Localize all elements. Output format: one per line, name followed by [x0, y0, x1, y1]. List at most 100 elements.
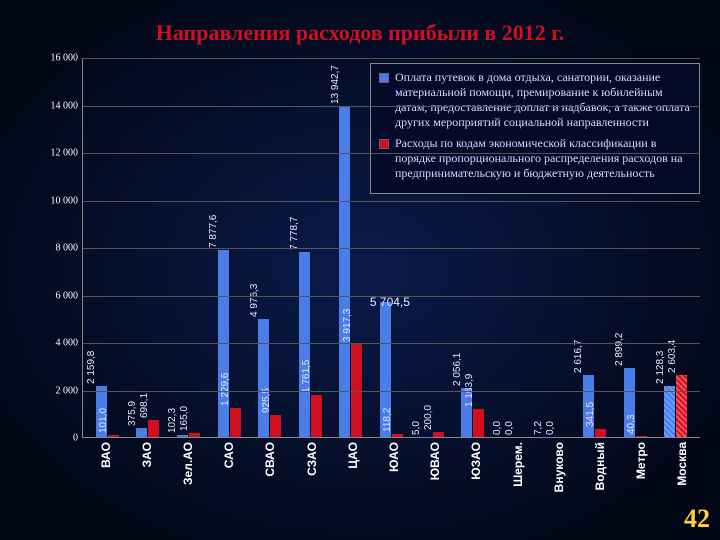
legend-text: Оплата путевок в дома отдыха, санатории,… [395, 70, 691, 130]
gridline [83, 153, 700, 154]
legend: Оплата путевок в дома отдыха, санатории,… [370, 63, 700, 194]
y-tick-label: 2 000 [56, 385, 79, 396]
bar-series1: 2 128,3 [664, 386, 675, 437]
bar-value-label: 0,0 [504, 421, 515, 435]
x-tick-label: Зел.АО [164, 438, 205, 498]
bar-series2: 1 229,6 [230, 408, 241, 437]
bar-group: 2 159,8101,0 [87, 386, 128, 437]
bar-value-label: 4 976,3 [249, 283, 260, 316]
bar-series2: 1 163,9 [473, 409, 484, 437]
bar-value-label: 200,0 [423, 405, 434, 430]
bar-value-label: 7,2 [533, 421, 544, 435]
bar-group: 2 899,240,3 [615, 368, 656, 437]
gridline [83, 58, 700, 59]
legend-text: Расходы по кодам экономической классифик… [395, 136, 691, 181]
plot-area: 2 159,8101,0375,9698,1102,3165,07 877,61… [82, 58, 700, 438]
x-tick-label: ЦАО [329, 438, 370, 498]
bar-value-label: 2 603,4 [667, 340, 678, 373]
x-tick-label: ВАО [82, 438, 123, 498]
bar-value-label: 13 942,7 [330, 65, 341, 104]
bar-series2: 1 761,5 [311, 395, 322, 437]
bar-series2: 101,0 [108, 435, 119, 437]
floating-value-label: 5 704,5 [370, 295, 410, 309]
y-tick-label: 14 000 [51, 100, 79, 111]
y-tick-label: 0 [73, 433, 78, 444]
x-axis-labels: ВАОЗАОЗел.АОСАОСВАОСЗАОЦАОЮАОЮВАОЮЗАОШер… [82, 438, 700, 498]
bar-group: 2 056,11 163,9 [452, 388, 493, 437]
chart: 0 2 000 4 000 6 000 8 000 10 000 12 000 14 000 1… [40, 58, 700, 498]
bar-value-label: 102,3 [167, 408, 178, 433]
bar-series1: 7 778,7 [299, 252, 310, 437]
bar-value-label: 2 056,1 [452, 353, 463, 386]
bar-series2: 2 603,4 [676, 375, 687, 437]
bar-value-label: 118,2 [382, 408, 393, 432]
x-tick-label: ЗАО [123, 438, 164, 498]
x-tick-label: Москва [659, 438, 700, 498]
bar-series2: 118,2 [392, 434, 403, 437]
y-axis: 02 0004 0006 0008 00010 00012 00014 0001… [40, 58, 82, 438]
bar-value-label: 2 616,7 [573, 339, 584, 372]
bar-group: 4 976,3925,5 [249, 319, 290, 437]
x-tick-label: Внуково [535, 438, 576, 498]
bar-value-label: 698,1 [139, 393, 150, 418]
x-tick-label: САО [206, 438, 247, 498]
bar-series2: 341,5 [595, 429, 606, 437]
bar-value-label: 40,3 [626, 415, 637, 434]
y-tick-label: 8 000 [56, 243, 79, 254]
legend-swatch [379, 139, 389, 149]
bar-series1: 375,9 [136, 428, 147, 437]
x-tick-label: СВАО [247, 438, 288, 498]
bar-group: 118,2 [371, 302, 412, 437]
x-tick-label: ЮВАО [412, 438, 453, 498]
gridline [83, 391, 700, 392]
gridline [83, 248, 700, 249]
bar-value-label: 375,9 [127, 401, 138, 426]
bar-value-label: 2 899,2 [614, 333, 625, 366]
bar-value-label: 7 778,7 [289, 217, 300, 250]
bar-value-label: 2 159,8 [86, 350, 97, 383]
bar-series1: 13 942,7 [339, 106, 350, 437]
gridline [83, 201, 700, 202]
bar-value-label: 7 877,6 [208, 215, 219, 248]
y-tick-label: 4 000 [56, 338, 79, 349]
bar-group: 5,0200,0 [412, 432, 453, 437]
bar-group: 102,3165,0 [168, 433, 209, 437]
bar-value-label: 1 229,6 [220, 372, 231, 405]
gridline [83, 106, 700, 107]
y-tick-label: 6 000 [56, 290, 79, 301]
bar-value-label: 341,5 [585, 402, 596, 427]
bar-series2: 200,0 [433, 432, 444, 437]
gridline [83, 343, 700, 344]
bar-series2: 40,3 [636, 436, 647, 437]
legend-item: Расходы по кодам экономической классифик… [379, 136, 691, 181]
x-tick-label: Водный [576, 438, 617, 498]
bar-group: 375,9698,1 [128, 420, 169, 437]
y-tick-label: 10 000 [51, 195, 79, 206]
bar-value-label: 925,5 [261, 388, 272, 413]
y-tick-label: 12 000 [51, 148, 79, 159]
x-tick-label: ЮЗАО [453, 438, 494, 498]
bar-series1: 4 976,3 [258, 319, 269, 437]
bar-series2: 165,0 [189, 433, 200, 437]
bar-series2: 925,5 [270, 415, 281, 437]
bar-series2: 698,1 [148, 420, 159, 437]
bar-value-label: 0,0 [492, 421, 503, 435]
legend-swatch [379, 73, 389, 83]
bar-value-label: 5,0 [411, 421, 422, 435]
bar-value-label: 165,0 [179, 406, 190, 431]
x-tick-label: Метро [618, 438, 659, 498]
bar-value-label: 1 761,5 [301, 360, 312, 393]
bar-value-label: 0,0 [545, 421, 556, 435]
x-tick-label: ЮАО [370, 438, 411, 498]
chart-title: Направления расходов прибыли в 2012 г. [0, 0, 720, 56]
bar-series1: 102,3 [177, 435, 188, 437]
slide-number: 42 [684, 504, 710, 534]
bar-value-label: 3 917,3 [342, 309, 353, 342]
bar-value-label: 2 128,3 [655, 351, 666, 384]
bar-group: 7 778,71 761,5 [290, 252, 331, 437]
bar-group: 13 942,73 917,3 [331, 106, 372, 437]
legend-item: Оплата путевок в дома отдыха, санатории,… [379, 70, 691, 130]
bar-group: 2 128,32 603,4 [655, 375, 696, 437]
bar-value-label: 101,0 [98, 408, 109, 433]
x-tick-label: СЗАО [288, 438, 329, 498]
